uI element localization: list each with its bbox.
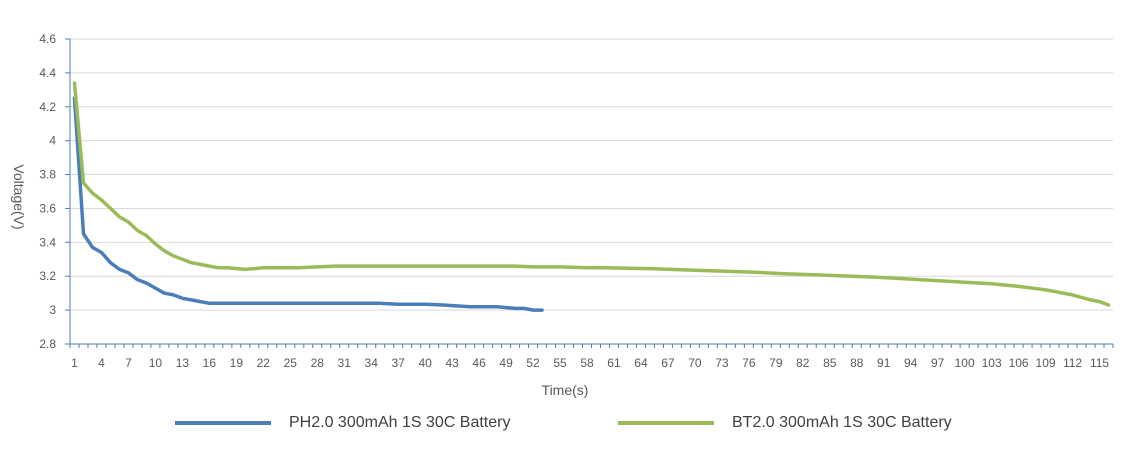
series-lines <box>72 81 1111 312</box>
x-tick-label: 100 <box>955 356 975 370</box>
x-tick-label: 49 <box>499 356 513 370</box>
y-tick-label: 3 <box>49 303 56 317</box>
line-chart: 2.8 3 3.2 3.4 3.6 3.8 4 4.2 4.4 4.6 1 4 7 10 13 16 19 22… <box>11 32 1114 398</box>
legend-swatch-ph20 <box>175 421 271 425</box>
x-tick-label: 67 <box>661 356 675 370</box>
x-tick-label: 43 <box>445 356 459 370</box>
x-tick-label: 58 <box>580 356 594 370</box>
x-tick-label: 88 <box>850 356 864 370</box>
x-tick-label: 37 <box>392 356 406 370</box>
y-tick-label: 4 <box>49 134 56 148</box>
x-tick-label: 31 <box>338 356 352 370</box>
x-tick-label: 103 <box>982 356 1002 370</box>
x-tick-label: 70 <box>688 356 702 370</box>
x-tick-label: 109 <box>1036 356 1056 370</box>
x-tick-label: 34 <box>365 356 379 370</box>
axes <box>65 38 1114 348</box>
y-tick-labels: 2.8 3 3.2 3.4 3.6 3.8 4 4.2 4.4 4.6 <box>39 32 56 351</box>
x-tick-label: 4 <box>98 356 105 370</box>
x-tick-label: 94 <box>904 356 918 370</box>
x-tick-label: 73 <box>715 356 729 370</box>
x-tick-label: 61 <box>607 356 621 370</box>
x-tick-label: 106 <box>1009 356 1029 370</box>
y-tick-label: 2.8 <box>39 337 56 351</box>
legend-item-bt20: BT2.0 300mAh 1S 30C Battery <box>618 408 952 438</box>
y-tick-label: 3.2 <box>39 269 56 283</box>
gridlines <box>70 38 1113 311</box>
y-tick-label: 4.4 <box>39 66 56 80</box>
x-axis-title: Time(s) <box>542 382 589 398</box>
y-tick-label: 3.8 <box>39 168 56 182</box>
x-tick-labels: 1 4 7 10 13 16 19 22 25 28 31 34 37 40 43 46 49 52 55 58 61 6… <box>71 356 1109 370</box>
legend-item-ph20: PH2.0 300mAh 1S 30C Battery <box>175 408 510 438</box>
x-tick-label: 97 <box>931 356 945 370</box>
x-tick-label: 16 <box>203 356 217 370</box>
x-tick-label: 28 <box>311 356 325 370</box>
series-line-1 <box>72 81 1111 307</box>
y-axis-title: Voltage(V) <box>11 164 27 229</box>
legend-label-ph20: PH2.0 300mAh 1S 30C Battery <box>289 414 511 431</box>
x-tick-label: 22 <box>257 356 271 370</box>
x-tick-label: 115 <box>1090 356 1109 370</box>
x-tick-label: 85 <box>823 356 837 370</box>
x-tick-label: 76 <box>742 356 756 370</box>
y-tick-label: 4.2 <box>39 100 56 114</box>
legend-label-bt20: BT2.0 300mAh 1S 30C Battery <box>732 414 952 431</box>
x-tick-label: 10 <box>149 356 163 370</box>
x-tick-label: 40 <box>418 356 432 370</box>
y-tick-label: 4.6 <box>39 32 56 46</box>
x-tick-label: 91 <box>877 356 891 370</box>
x-tick-label: 112 <box>1063 356 1082 370</box>
x-tick-label: 46 <box>472 356 486 370</box>
series-line-0 <box>72 96 544 312</box>
y-tick-label: 3.6 <box>39 201 56 215</box>
x-tick-label: 82 <box>796 356 810 370</box>
x-tick-label: 25 <box>284 356 298 370</box>
x-tick-label: 1 <box>71 356 78 370</box>
x-tick-label: 7 <box>125 356 132 370</box>
x-tick-label: 64 <box>634 356 648 370</box>
x-tick-label: 13 <box>176 356 190 370</box>
x-tick-label: 55 <box>553 356 567 370</box>
legend: PH2.0 300mAh 1S 30C Battery BT2.0 300mAh… <box>0 408 1132 438</box>
x-tick-label: 79 <box>769 356 783 370</box>
y-tick-label: 3.4 <box>39 235 56 249</box>
x-tick-label: 52 <box>526 356 540 370</box>
x-tick-label: 19 <box>230 356 244 370</box>
legend-swatch-bt20 <box>618 421 714 425</box>
